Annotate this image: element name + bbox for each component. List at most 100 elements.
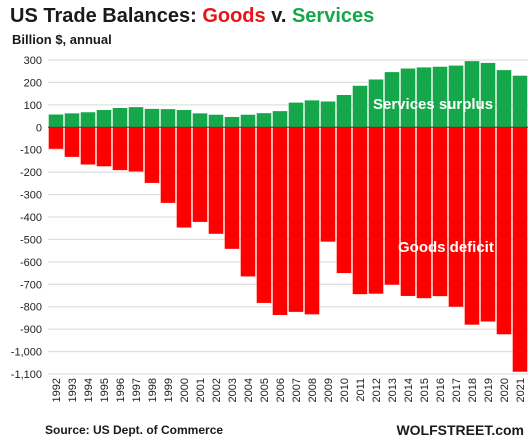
services-bar (320, 101, 336, 128)
goods-bar (128, 127, 144, 172)
services-bar (448, 65, 464, 128)
x-tick-label: 2003 (227, 378, 239, 402)
goods-bar (336, 127, 352, 274)
goods-bar (320, 127, 336, 242)
x-tick-label: 2001 (195, 378, 207, 402)
goods-bar (96, 127, 112, 167)
services-bar (48, 114, 64, 128)
goods-deficit-label: Goods deficit (398, 239, 494, 256)
services-bar (368, 79, 384, 128)
x-tick-label: 2021 (515, 378, 527, 402)
services-bar (272, 111, 288, 128)
x-tick-label: 2000 (179, 378, 191, 402)
services-bar (144, 108, 160, 128)
goods-bar (224, 127, 240, 249)
goods-bar (368, 127, 384, 294)
services-bar (256, 113, 272, 128)
goods-bar (352, 127, 368, 295)
x-tick-label: 1996 (115, 378, 127, 402)
y-tick-label: -800 (20, 302, 42, 314)
x-tick-label: 2017 (451, 378, 463, 402)
services-bar (496, 70, 512, 128)
source-note: Source: US Dept. of Commerce (45, 423, 224, 437)
y-tick-label: -500 (20, 234, 42, 246)
services-bar (240, 114, 256, 128)
title-goods: Goods (202, 5, 266, 27)
x-tick-label: 2008 (307, 378, 319, 402)
goods-bar (496, 127, 512, 335)
x-tick-label: 1994 (83, 378, 95, 402)
y-tick-label: -100 (20, 145, 42, 157)
x-tick-label: 2004 (243, 378, 255, 402)
y-tick-label: 300 (24, 55, 42, 67)
goods-bar (512, 127, 528, 372)
x-tick-label: 2012 (371, 378, 383, 402)
title-versus: v. (265, 5, 292, 27)
services-bar (64, 113, 80, 128)
goods-bar (48, 127, 64, 149)
goods-bar (240, 127, 256, 277)
services-bar (384, 72, 400, 128)
x-tick-label: 2014 (403, 378, 415, 402)
services-bar (80, 112, 96, 128)
services-bar (304, 100, 320, 128)
goods-bar (80, 127, 96, 165)
x-tick-label: 1998 (147, 378, 159, 402)
x-tick-label: 2013 (387, 378, 399, 402)
services-bar (352, 85, 368, 128)
goods-bar (448, 127, 464, 307)
services-bar (512, 75, 528, 128)
goods-bar (112, 127, 128, 171)
goods-bar (480, 127, 496, 322)
services-bar (400, 68, 416, 128)
services-bar (336, 94, 352, 128)
x-tick-label: 2005 (259, 378, 271, 402)
x-tick-label: 2016 (435, 378, 447, 402)
x-tick-label: 1992 (51, 378, 63, 402)
x-tick-label: 2019 (483, 378, 495, 402)
y-tick-label: -300 (20, 190, 42, 202)
y-tick-label: -1,100 (11, 369, 42, 381)
title-services: Services (291, 5, 375, 27)
y-tick-label: -1,000 (11, 347, 42, 359)
services-bar (480, 62, 496, 128)
goods-bar (64, 127, 80, 157)
services-bar (416, 67, 432, 128)
x-tick-label: 2007 (291, 378, 303, 402)
services-bar (176, 110, 192, 128)
goods-bar (144, 127, 160, 183)
services-bar (192, 113, 208, 128)
y-tick-label: -600 (20, 257, 42, 269)
x-tick-label: 2018 (467, 378, 479, 402)
services-bar (96, 110, 112, 128)
x-tick-label: 2009 (323, 378, 335, 402)
goods-bar (272, 127, 288, 316)
brand-logo: WOLFSTREET.com (396, 422, 524, 438)
goods-bar (416, 127, 432, 299)
x-tick-label: 1995 (99, 378, 111, 402)
chart-subtitle: Billion $, annual (12, 32, 112, 47)
x-tick-label: 1993 (67, 378, 79, 402)
goods-bar (176, 127, 192, 228)
services-bar (208, 114, 224, 128)
goods-bar (288, 127, 304, 312)
y-tick-label: 0 (36, 122, 42, 134)
y-tick-label: 100 (24, 100, 42, 112)
goods-bar (384, 127, 400, 285)
x-tick-label: 2002 (211, 378, 223, 402)
goods-bar (192, 127, 208, 222)
y-tick-label: -400 (20, 212, 42, 224)
services-surplus-label: Services surplus (373, 96, 493, 113)
services-bar (128, 107, 144, 128)
services-bar (160, 109, 176, 128)
services-bar (464, 61, 480, 128)
y-tick-label: 200 (24, 77, 42, 89)
y-tick-label: -700 (20, 279, 42, 291)
x-tick-label: 2006 (275, 378, 287, 402)
services-bar (288, 102, 304, 128)
x-tick-label: 2020 (499, 378, 511, 402)
goods-bar (256, 127, 272, 303)
services-bar (224, 116, 240, 128)
services-bar (112, 107, 128, 128)
